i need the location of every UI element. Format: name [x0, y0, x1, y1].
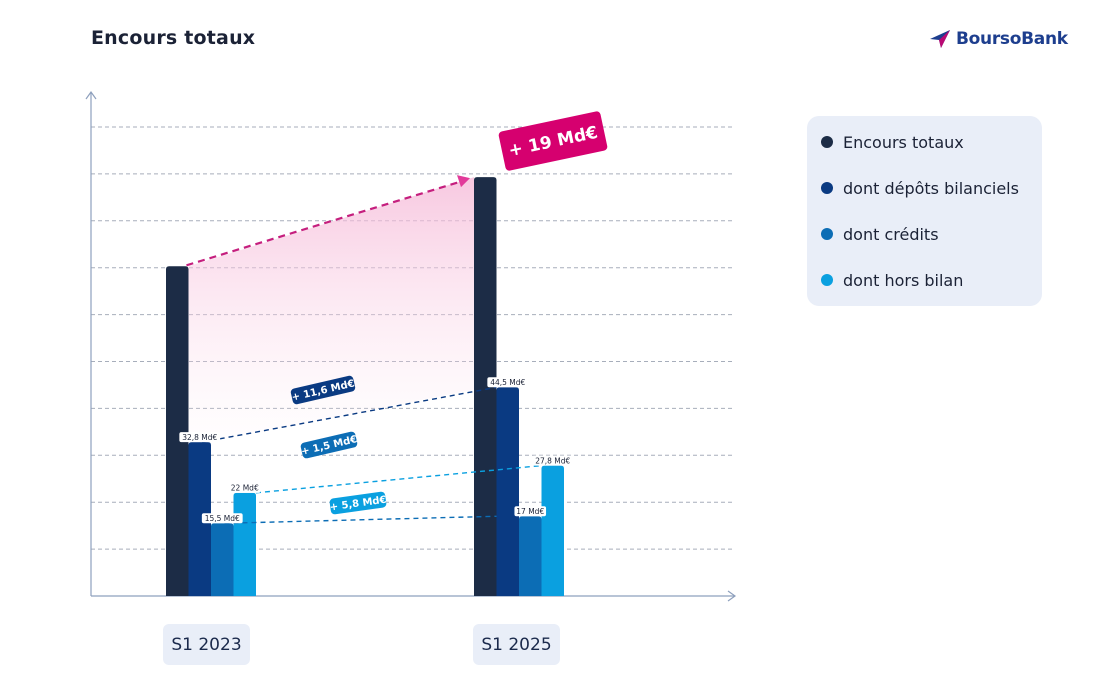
category-label-s1-2025: S1 2025	[473, 624, 560, 665]
legend-item-depots-bilanciels: dont dépôts bilanciels	[821, 178, 1019, 198]
legend-label: dont crédits	[843, 224, 939, 244]
data-label: 44,5 Md€	[490, 378, 525, 387]
total-growth-arrow	[186, 180, 463, 267]
data-label-tag	[179, 432, 221, 443]
growth-line	[201, 386, 497, 443]
data-label-tag	[514, 506, 547, 517]
y-axis-arrow-icon	[85, 90, 97, 100]
legend-item-hors-bilan: dont hors bilan	[821, 270, 963, 290]
legend-label: dont dépôts bilanciels	[843, 178, 1019, 198]
boursobank-logo: BoursoBank	[930, 28, 1068, 50]
bar	[233, 492, 256, 596]
page-title: Encours totaux	[91, 27, 256, 49]
data-label: 32,8 Md€	[182, 433, 217, 442]
bar	[188, 442, 211, 596]
legend-dot	[821, 228, 833, 240]
logo-text: BoursoBank	[956, 29, 1068, 49]
data-label: 17 Md€	[516, 507, 544, 516]
growth-area	[188, 177, 474, 446]
growth-badge-bg	[498, 111, 608, 171]
growth-badge: + 19 Md€	[498, 111, 608, 171]
bar	[496, 387, 519, 596]
data-label-tag	[532, 455, 574, 466]
growth-badge-bg	[300, 431, 358, 459]
legend-label: Encours totaux	[843, 132, 964, 152]
x-axis-arrow-icon	[727, 590, 737, 602]
legend-item-encours-totaux: Encours totaux	[821, 132, 964, 152]
legend-item-credits: dont crédits	[821, 224, 939, 244]
legend-label: dont hors bilan	[843, 270, 964, 290]
legend-dot	[821, 274, 833, 286]
bar	[474, 177, 497, 597]
bar	[166, 266, 189, 596]
growth-badge: + 5,8 Md€	[329, 491, 387, 515]
growth-line	[224, 515, 497, 525]
logo-mark-icon	[930, 30, 950, 48]
total-growth-arrowhead-icon	[457, 175, 470, 188]
legend-dot	[821, 182, 833, 194]
data-label-tag	[201, 513, 243, 524]
data-label-tag	[228, 482, 261, 493]
legend: Encours totaux dont dépôts bilanciels do…	[807, 116, 1042, 306]
bar	[211, 523, 234, 596]
legend-dot	[821, 136, 833, 148]
bar	[541, 465, 564, 596]
data-label: 15,5 Md€	[205, 514, 240, 523]
growth-line	[255, 464, 542, 494]
bar	[519, 516, 542, 596]
data-label: 22 Md€	[231, 484, 259, 493]
growth-badge-bg	[290, 375, 356, 405]
growth-badge-bg	[329, 491, 387, 515]
data-label: 27,8 Md€	[535, 456, 570, 465]
category-label-s1-2023: S1 2023	[163, 624, 250, 665]
data-label-tag	[487, 377, 529, 388]
